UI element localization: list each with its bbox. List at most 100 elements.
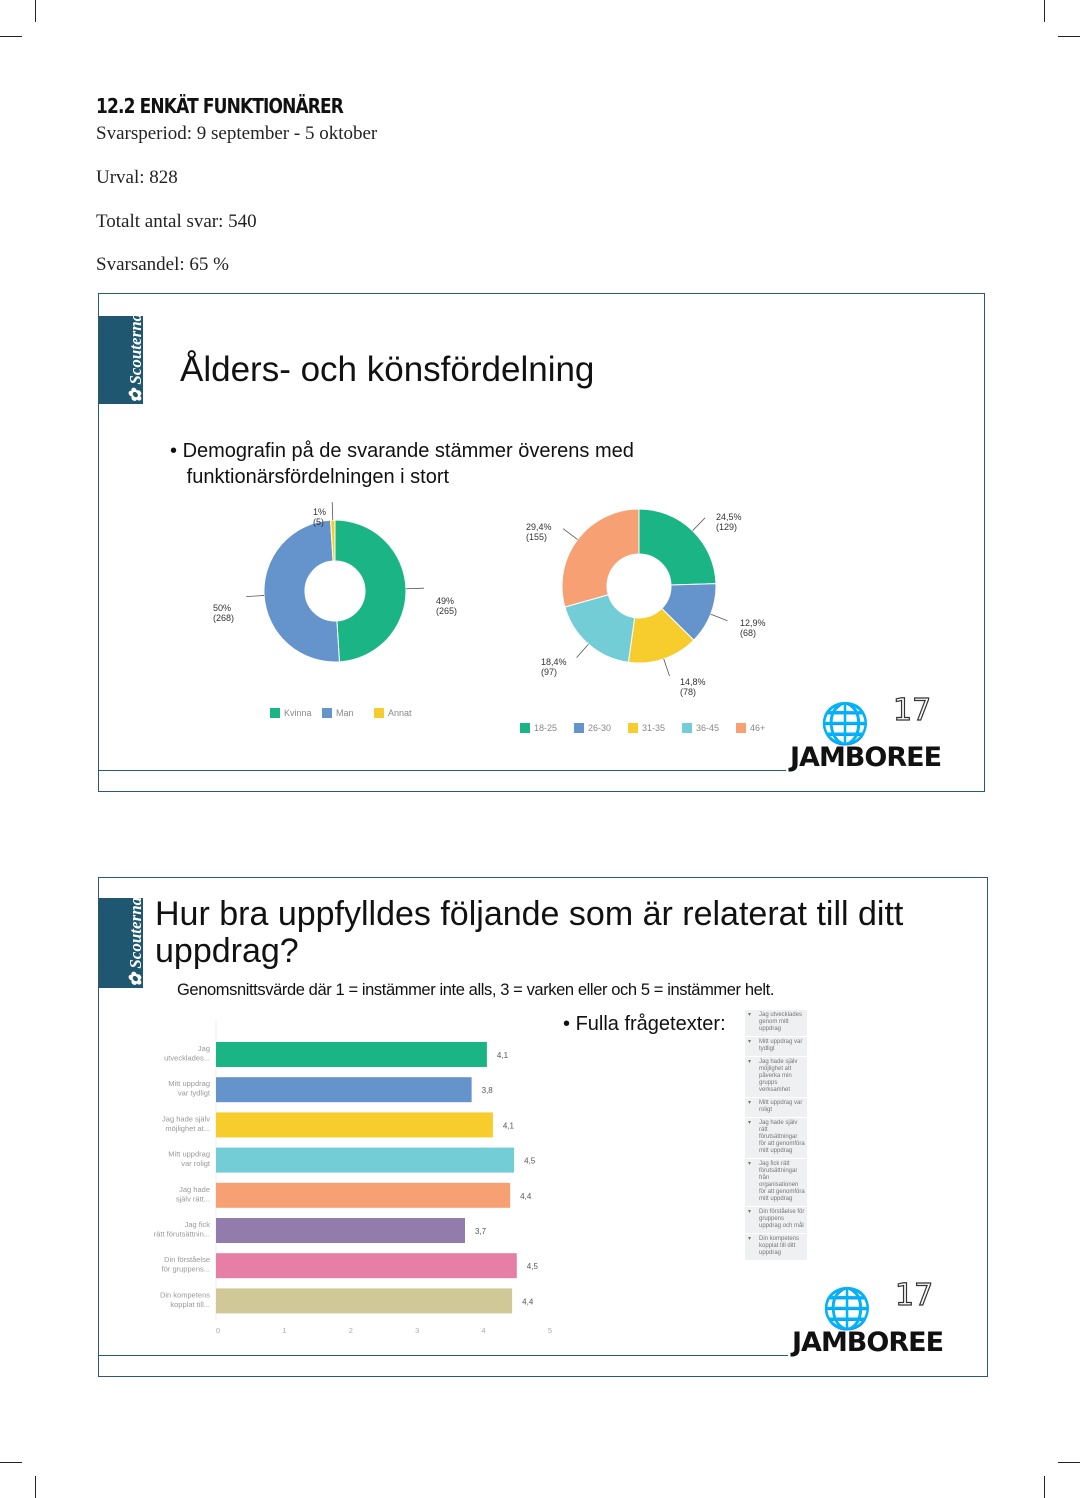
bullet-text: • Demografin på de svarande stämmer över… bbox=[170, 440, 634, 488]
x-tick-label: 4 bbox=[482, 1326, 486, 1335]
jamboree-logo: JAMBOREE bbox=[792, 1327, 944, 1358]
slice-label: 1% (5) bbox=[313, 507, 327, 527]
question-item[interactable]: Din förståelse för gruppens uppdrag och … bbox=[745, 1207, 807, 1234]
category-label: Din förståelse bbox=[164, 1255, 210, 1264]
bar-value-label: 4,5 bbox=[524, 1157, 536, 1166]
scouterna-logo: ✿ Scouterna bbox=[99, 897, 145, 988]
crop-mark bbox=[35, 0, 36, 22]
legend-label: 46+ bbox=[750, 723, 766, 733]
title-line: Hur bra uppfylldes följande som är relat… bbox=[155, 895, 904, 933]
crop-mark bbox=[1058, 1462, 1080, 1463]
sample-size: Urval: 828 bbox=[96, 167, 178, 188]
leader-line bbox=[692, 517, 706, 531]
category-label: möjlighet at... bbox=[165, 1124, 210, 1133]
scouterna-logo: ✿ Scouterna bbox=[99, 313, 145, 404]
leader-line bbox=[576, 643, 589, 658]
donut-slice-46+ bbox=[561, 508, 640, 608]
legend-swatch bbox=[682, 723, 692, 733]
slice-label: 29,4% (155) bbox=[526, 522, 552, 542]
donut-slice-Annat bbox=[330, 519, 336, 562]
crop-mark bbox=[1058, 36, 1080, 37]
bar bbox=[216, 1182, 511, 1208]
slice-label: 50% (268) bbox=[213, 603, 235, 623]
crop-mark bbox=[1044, 1476, 1045, 1498]
logo-year: 17 bbox=[894, 1277, 934, 1313]
x-tick-label: 2 bbox=[349, 1326, 353, 1335]
category-label: rätt förutsättnin... bbox=[154, 1230, 210, 1239]
divider bbox=[98, 1355, 788, 1356]
bar-value-label: 4,4 bbox=[522, 1297, 534, 1306]
legend-item: 18-25 bbox=[520, 723, 557, 733]
leader-line bbox=[562, 528, 578, 540]
legend-label: Kvinna bbox=[284, 708, 312, 718]
category-label: Mitt uppdrag bbox=[168, 1150, 210, 1159]
crop-mark bbox=[35, 1476, 36, 1498]
category-label: Jag fick bbox=[185, 1220, 211, 1229]
donut-slice-18-25 bbox=[638, 508, 717, 586]
leader-line bbox=[663, 658, 670, 677]
category-label: utvecklades... bbox=[164, 1054, 210, 1063]
legend-swatch bbox=[374, 708, 384, 718]
leader-line bbox=[405, 587, 424, 590]
x-tick-label: 1 bbox=[282, 1326, 286, 1335]
question-item[interactable]: Jag hade själv rätt förutsättningar för … bbox=[745, 1118, 807, 1159]
bar bbox=[216, 1147, 515, 1173]
crop-mark bbox=[1044, 0, 1045, 22]
legend-label: Man bbox=[336, 708, 354, 718]
slice-label: 18,4% (97) bbox=[541, 657, 567, 677]
bar bbox=[216, 1112, 493, 1138]
slice-label: 49% (265) bbox=[436, 596, 458, 616]
bullet-text: • Fulla frågetexter: bbox=[563, 1013, 726, 1035]
category-label: var roligt bbox=[181, 1159, 211, 1168]
logo-year: 17 bbox=[892, 692, 932, 728]
legend-item: Annat bbox=[374, 708, 412, 718]
category-label: för gruppens... bbox=[162, 1265, 210, 1274]
slide-title: Ålders- och könsfördelning bbox=[180, 350, 595, 389]
legend-label: 18-25 bbox=[534, 723, 558, 733]
question-list: Jag utvecklades genom mitt uppdragMitt u… bbox=[745, 1010, 807, 1261]
bar-value-label: 3,7 bbox=[475, 1227, 487, 1236]
response-period: Svarsperiod: 9 september - 5 oktober bbox=[96, 123, 378, 144]
legend-item: 26-30 bbox=[574, 723, 611, 733]
category-label: Jag hade själv bbox=[162, 1114, 210, 1123]
total-responses: Totalt antal svar: 540 bbox=[96, 211, 257, 232]
donut-slice-36-45 bbox=[564, 594, 636, 663]
category-label: Jag hade bbox=[179, 1185, 210, 1194]
legend-label: 36-45 bbox=[696, 723, 720, 733]
question-item[interactable]: Jag fick rätt förutsättningar från organ… bbox=[745, 1159, 807, 1207]
crop-mark bbox=[0, 1462, 22, 1463]
leader-line bbox=[246, 595, 265, 597]
question-item[interactable]: Din kompetens kopplat till ditt uppdrag bbox=[745, 1234, 807, 1261]
slice-label: 12,9% (68) bbox=[740, 618, 766, 638]
response-rate: Svarsandel: 65 % bbox=[96, 254, 229, 275]
bullet-label: Fulla frågetexter: bbox=[575, 1013, 726, 1035]
bar-value-label: 4,5 bbox=[527, 1262, 539, 1271]
question-item[interactable]: Mitt uppdrag var tydligt bbox=[745, 1037, 807, 1057]
legend-label: 26-30 bbox=[588, 723, 612, 733]
category-label: själv rätt... bbox=[176, 1194, 210, 1203]
bullet-line: Demografin på de svarande stämmer överen… bbox=[182, 440, 634, 462]
category-label: Jag bbox=[198, 1044, 210, 1053]
question-item[interactable]: Mitt uppdrag var roligt bbox=[745, 1098, 807, 1118]
slice-label: 14,8% (78) bbox=[680, 677, 706, 697]
leader-line bbox=[331, 502, 334, 521]
category-label: kopplat till... bbox=[170, 1300, 210, 1309]
x-tick-label: 5 bbox=[548, 1326, 552, 1335]
legend-item: 46+ bbox=[736, 723, 765, 733]
question-item[interactable]: Jag hade själv möjlighet att påverka min… bbox=[745, 1057, 807, 1098]
legend-item: Man bbox=[322, 708, 354, 718]
bar bbox=[216, 1218, 465, 1243]
donut-slice-Kvinna bbox=[334, 519, 407, 663]
donut-slice-Man bbox=[263, 519, 340, 663]
category-label: Mitt uppdrag bbox=[168, 1079, 210, 1088]
slice-label: 24,5% (129) bbox=[716, 512, 742, 532]
legend-item: 36-45 bbox=[682, 723, 719, 733]
bar bbox=[216, 1042, 487, 1067]
legend-label: 31-35 bbox=[642, 723, 666, 733]
leader-line bbox=[710, 613, 728, 622]
question-item[interactable]: Jag utvecklades genom mitt uppdrag bbox=[745, 1010, 807, 1037]
category-label: Din kompetens bbox=[160, 1290, 210, 1299]
slide-title: Hur bra uppfylldes följande som är relat… bbox=[155, 896, 903, 970]
